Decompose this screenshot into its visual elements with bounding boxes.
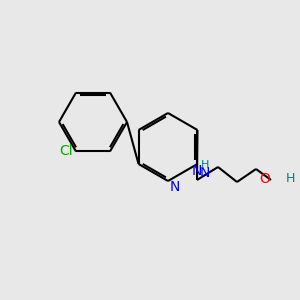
Text: N: N (170, 180, 180, 194)
Text: N: N (200, 166, 210, 180)
Text: Cl: Cl (59, 144, 73, 158)
Text: H: H (286, 172, 296, 185)
Text: H: H (201, 160, 209, 170)
Text: O: O (259, 172, 270, 186)
Text: N: N (192, 164, 202, 178)
